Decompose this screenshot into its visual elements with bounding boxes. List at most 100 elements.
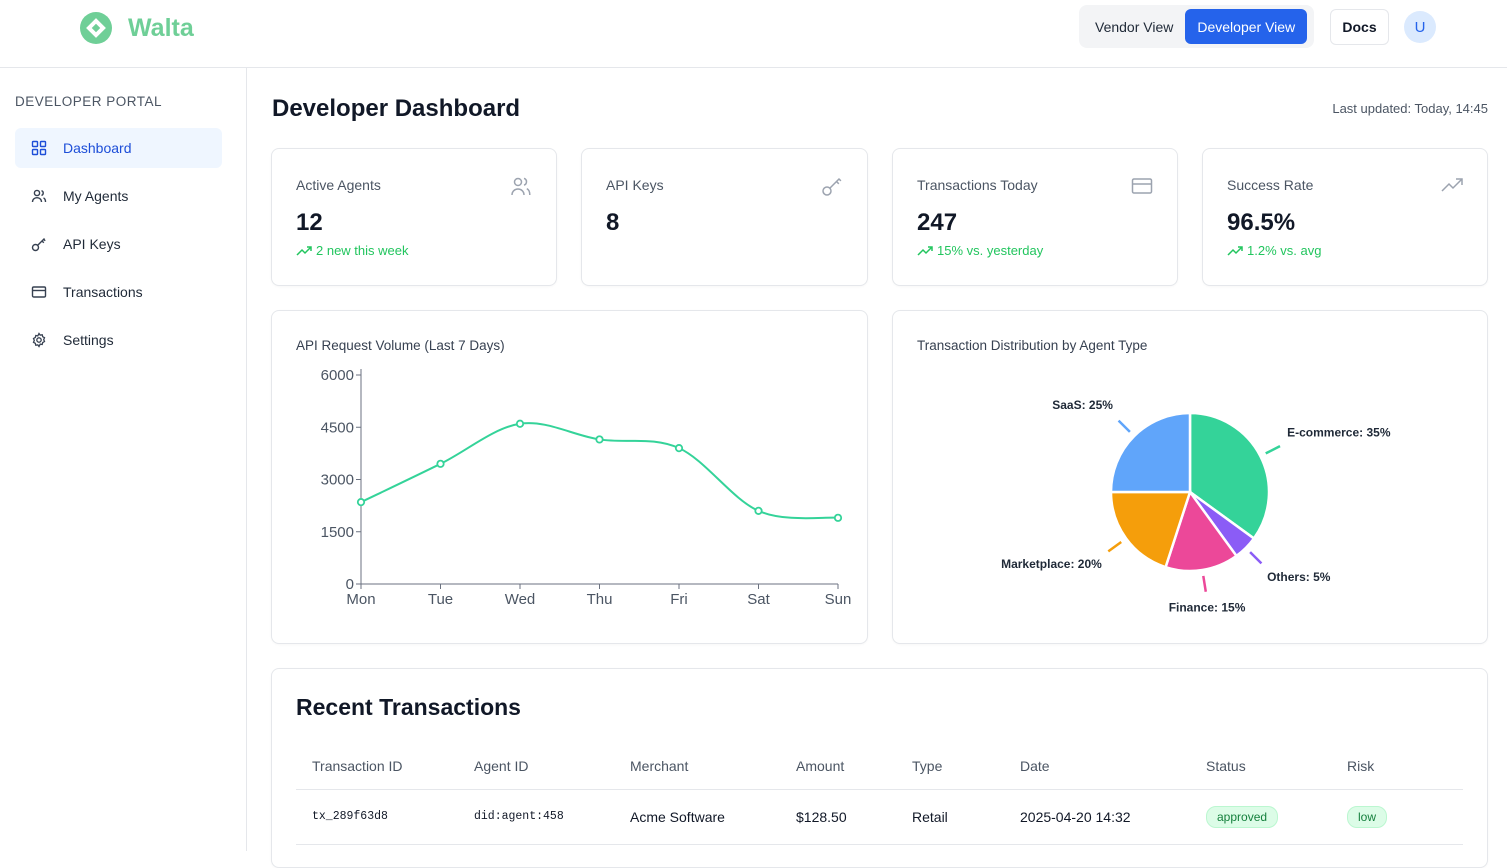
x-tick-label: Fri [670,591,688,608]
brand-logo[interactable]: Walta [80,12,194,44]
sidebar-item-transactions[interactable]: Transactions [15,272,222,312]
data-point [674,444,684,453]
data-point [595,435,604,444]
y-tick-label: 4500 [321,419,354,436]
avatar[interactable]: U [1404,11,1436,43]
credit-card-icon [31,284,47,300]
column-header[interactable]: Transaction ID [296,743,458,790]
column-header[interactable]: Agent ID [458,743,614,790]
stat-trend-text: 15% vs. yesterday [937,243,1044,258]
developer-view-button[interactable]: Developer View [1185,9,1308,44]
column-header[interactable]: Status [1190,743,1331,790]
gear-icon [31,332,47,348]
pie-slice [1188,411,1271,541]
date: 2025-04-20 14:32 [1004,789,1190,845]
sidebar-item-label: Settings [63,332,114,348]
column-header[interactable]: Risk [1331,743,1463,790]
view-toggle: Vendor View Developer View [1079,5,1314,48]
stat-label: API Keys [606,177,664,193]
last-updated: Last updated: Today, 14:45 [1332,101,1488,116]
stat-label: Active Agents [296,177,381,193]
data-point [833,513,843,522]
risk-cell: low [1331,789,1463,845]
slice-label: SaaS: 25% [1052,398,1113,412]
column-header[interactable]: Amount [780,743,896,790]
trend-up-icon [296,245,312,256]
stat-trend-text: 2 new this week [316,243,409,258]
slice-label: E-commerce: 35% [1287,426,1391,440]
x-tick-label: Mon [346,591,375,608]
table-header-row: Transaction ID Agent ID Merchant Amount … [296,743,1463,790]
sidebar-item-my-agents[interactable]: My Agents [15,176,222,216]
column-header[interactable]: Date [1004,743,1190,790]
docs-button[interactable]: Docs [1330,9,1389,45]
recent-transactions-card: Recent Transactions Transaction ID Agent… [271,668,1488,868]
risk-badge: low [1347,805,1388,828]
pie-chart-title: Transaction Distribution by Agent Type [917,338,1148,353]
sidebar-item-api-keys[interactable]: API Keys [15,224,222,264]
line-chart: 0 1500 3000 4500 6000 Mon Tue Wed Thu Fri Sat Sun [321,367,852,608]
slice-leader-line [1202,575,1208,592]
y-tick-label: 0 [346,576,354,593]
x-tick-label: Sun [825,591,852,608]
pie-slice [1109,411,1192,494]
status-badge: approved [1206,805,1279,828]
users-icon [31,188,47,204]
slice-label: Finance: 15% [1169,601,1246,615]
y-tick-label: 1500 [321,524,354,541]
sidebar-item-label: Transactions [63,284,143,300]
page-title: Developer Dashboard [272,95,521,122]
slice-label: Others: 5% [1267,570,1331,584]
x-tick-label: Thu [587,591,613,608]
line-chart-card: API Request Volume (Last 7 Days) 0 1500 30… [271,310,868,644]
trend-up-icon [917,245,933,256]
stat-value: 12 [296,209,323,236]
column-header[interactable]: Type [896,743,1004,790]
data-point [356,498,366,507]
column-header[interactable]: Merchant [614,743,780,790]
y-tick-label: 6000 [321,367,354,384]
data-point [436,459,445,468]
sidebar: DEVELOPER PORTAL Dashboard My Agents API… [0,68,247,851]
table-row[interactable]: tx_289f63d8 did:agent:458 Acme Software … [296,789,1463,845]
sidebar-item-label: My Agents [63,188,129,204]
stat-card-active-agents: Active Agents 12 2 new this week [271,148,557,286]
slice-leader-line [1265,445,1281,455]
pie-chart-card: Transaction Distribution by Agent Type E… [892,310,1488,644]
type: Retail [896,789,1004,845]
sidebar-item-label: Dashboard [63,140,132,156]
merchant: Acme Software [614,789,780,845]
stat-card-api-keys: API Keys 8 [581,148,868,286]
sidebar-item-label: API Keys [63,236,121,252]
slice-leader-line [1117,419,1131,433]
agent-id: did:agent:458 [458,789,614,845]
transactions-table: Transaction ID Agent ID Merchant Amount … [296,743,1463,845]
stat-trend: 15% vs. yesterday [917,243,1043,258]
stat-card-success-rate: Success Rate 96.5% 1.2% vs. avg [1202,148,1488,286]
amount: $128.50 [780,789,896,845]
key-icon [31,236,47,252]
stat-trend-text: 1.2% vs. avg [1247,243,1322,258]
transaction-id: tx_289f63d8 [296,789,458,845]
slice-label: Marketplace: 20% [1001,557,1102,571]
trending-up-icon [1441,175,1463,197]
line-chart-title: API Request Volume (Last 7 Days) [296,338,505,353]
users-icon [510,175,532,197]
top-bar: Walta Vendor View Developer View Docs U [0,0,1507,68]
slice-leader-line [1249,551,1263,565]
vendor-view-button[interactable]: Vendor View [1083,9,1185,44]
stat-card-transactions-today: Transactions Today 247 15% vs. yesterday [892,148,1178,286]
sidebar-item-settings[interactable]: Settings [15,320,222,360]
stat-value: 96.5% [1227,209,1296,236]
credit-card-icon [1131,175,1153,197]
stat-trend: 2 new this week [296,243,409,258]
trend-up-icon [1227,245,1243,256]
sidebar-item-dashboard[interactable]: Dashboard [15,128,222,168]
status-cell: approved [1190,789,1331,845]
data-point [754,506,763,515]
grid-icon [31,140,47,156]
x-tick-label: Sat [747,591,770,608]
stat-label: Transactions Today [917,177,1038,193]
y-tick-label: 3000 [321,472,354,489]
x-tick-label: Wed [505,591,536,608]
